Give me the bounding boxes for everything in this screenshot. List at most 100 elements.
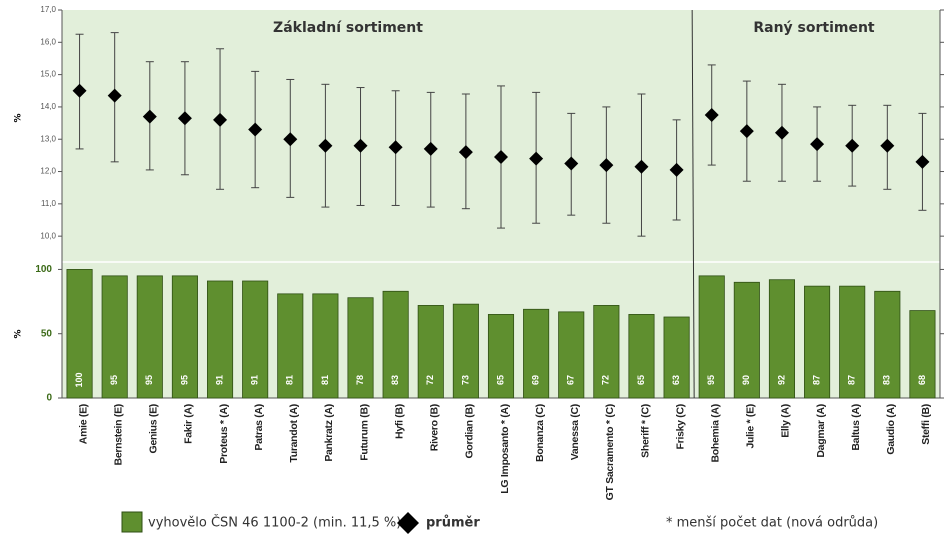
x-tick-label: Proteus * (A) — [218, 404, 230, 464]
bar — [452, 303, 479, 399]
mean-marker — [845, 138, 860, 153]
bar-value-label: 92 — [776, 375, 786, 385]
mean-marker — [599, 158, 614, 173]
bar — [698, 275, 725, 399]
x-tick-label: Frisky (C) — [674, 404, 686, 449]
bar — [874, 290, 901, 399]
bar-value-label: 95 — [109, 375, 119, 385]
x-tick-label: Turandot (A) — [288, 404, 300, 463]
x-tick-label: Hyfi (B) — [393, 404, 405, 439]
bar-value-label: 65 — [636, 375, 646, 385]
bar-value-label: 78 — [355, 375, 365, 385]
mean-marker — [107, 88, 122, 103]
y-tick-label: 10,0 — [40, 231, 56, 240]
x-tick-label: Bernstein (E) — [112, 404, 124, 465]
bar — [768, 279, 796, 399]
bar-value-label: 69 — [530, 375, 540, 385]
y-axis-label: % — [14, 329, 24, 338]
bar — [839, 285, 866, 399]
bar-value-label: 87 — [847, 375, 857, 385]
bar — [382, 290, 409, 399]
mean-marker — [634, 159, 649, 174]
mean-marker — [564, 156, 579, 171]
bar-value-label: 95 — [144, 375, 154, 385]
bar — [347, 297, 374, 399]
bar-value-label: 72 — [425, 375, 435, 385]
x-tick-label: Futurum (B) — [358, 404, 370, 461]
x-tick-label: Bohemia (A) — [710, 404, 722, 463]
x-tick-label: Fakir (A) — [183, 404, 195, 444]
bar — [136, 275, 163, 399]
bar-value-label: 83 — [882, 375, 892, 385]
mean-marker — [529, 151, 544, 166]
y-tick-label: 14,0 — [40, 102, 56, 111]
x-tick-label: LG Imposanto * (A) — [499, 404, 511, 494]
bar — [909, 310, 936, 399]
bar — [206, 280, 234, 399]
bar — [417, 305, 444, 399]
x-tick-label: Patras (A) — [253, 404, 265, 451]
x-tick-label: Dagmar (A) — [815, 404, 827, 458]
bar-value-label: 68 — [917, 375, 927, 385]
bar-value-label: 73 — [460, 375, 470, 385]
bar — [277, 293, 304, 399]
y-axis-label: % — [14, 113, 24, 122]
bar-value-label: 72 — [601, 375, 611, 385]
bar — [558, 311, 585, 399]
mean-marker — [388, 140, 403, 155]
x-tick-label: GT Sacramento * (C) — [604, 404, 616, 500]
legend-diamond — [397, 512, 419, 534]
x-tick-label: Bonanza (C) — [534, 404, 546, 462]
bar — [733, 281, 760, 399]
mean-marker — [72, 83, 87, 98]
x-tick-label: Elly (A) — [780, 404, 792, 438]
y-tick-label: 0 — [46, 393, 52, 404]
y-tick-label: 13,0 — [40, 134, 56, 143]
mean-marker — [177, 111, 192, 126]
bar-value-label: 100 — [74, 372, 84, 387]
mean-marker — [458, 145, 473, 160]
bar-value-label: 90 — [741, 375, 751, 385]
mean-marker — [880, 138, 895, 153]
mean-marker — [283, 132, 298, 147]
bar — [242, 280, 269, 399]
bar-value-label: 67 — [566, 375, 576, 385]
bar-value-label: 87 — [811, 375, 821, 385]
legend-swatch — [121, 511, 143, 533]
bar-value-label: 63 — [671, 375, 681, 385]
x-tick-label: Pankratz (A) — [323, 404, 335, 462]
bar — [312, 293, 339, 399]
bar-value-label: 91 — [250, 375, 260, 385]
y-tick-label: 17,0 — [40, 5, 56, 14]
section-title: Raný sortiment — [753, 20, 875, 36]
bar — [487, 314, 515, 399]
legend-note: * menší počet dat (nová odrůda) — [666, 516, 878, 531]
mean-marker — [494, 150, 508, 164]
mean-marker — [318, 138, 333, 153]
mean-marker — [739, 124, 754, 139]
x-tick-label: Vanessa (C) — [569, 404, 581, 460]
y-tick-label: 12,0 — [40, 167, 56, 176]
mean-marker — [423, 141, 438, 156]
bar — [101, 275, 128, 399]
plot: 10,0 11,0 12,0 13,0 14,0 15,0 16,0 17,0 0 50 100 10… — [35, 5, 944, 500]
mean-marker — [669, 162, 684, 177]
mean-marker — [142, 109, 157, 124]
bar-value-label: 83 — [390, 375, 400, 385]
x-tick-label: Gaudio (A) — [885, 404, 897, 455]
mean-marker — [353, 138, 368, 153]
x-tick-label: Genius (E) — [148, 404, 160, 454]
x-tick-label: Steffi (B) — [920, 404, 932, 445]
bar-value-label: 81 — [320, 375, 330, 385]
bar — [523, 308, 550, 399]
legend-label: průměr — [426, 516, 480, 531]
x-tick-label: Rivero (B) — [429, 404, 441, 451]
section-divider — [691, 9, 695, 399]
bar — [66, 269, 93, 399]
legend-label: vyhovělo ČSN 46 1100-2 (min. 11,5 %) — [148, 515, 401, 531]
bar — [804, 285, 831, 399]
bar-value-label: 95 — [179, 375, 189, 385]
x-tick-label: Gordian (B) — [464, 404, 476, 458]
bar — [171, 275, 198, 399]
